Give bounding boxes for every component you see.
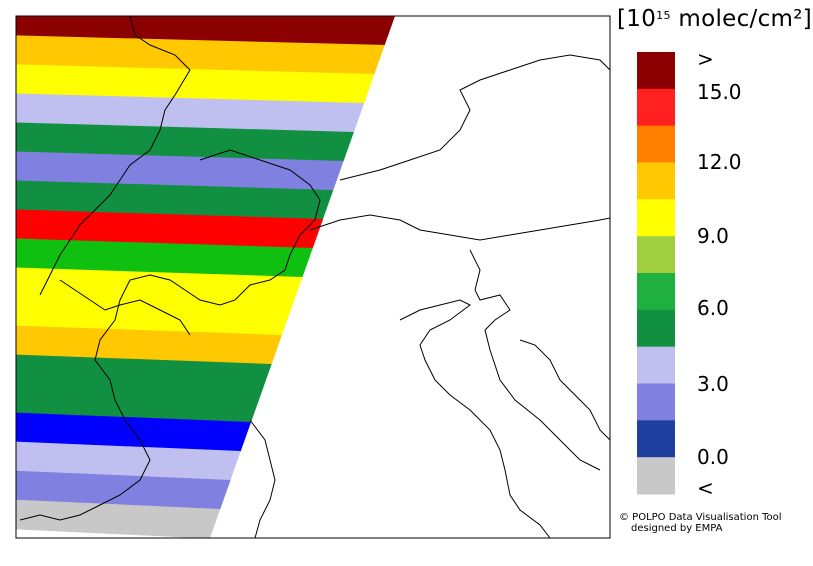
swath-stripe [16, 296, 293, 336]
tick-label: 12.0 [697, 150, 742, 174]
swath-stripe [16, 470, 231, 510]
colorbar [637, 52, 675, 495]
credit-line: © POLPO Data Visualisation Tool [619, 512, 782, 523]
swath-stripe [16, 441, 241, 481]
unit-label: [1015 molec/cm²] [617, 6, 812, 32]
colorbar-segment [637, 457, 675, 495]
colorbar-segment [637, 162, 675, 200]
coastline-borders [19, 16, 610, 538]
colorbar-segment [637, 420, 675, 458]
tick-label: 0.0 [697, 445, 729, 469]
tick-label: 15.0 [697, 80, 742, 104]
tick-label: < [697, 476, 714, 500]
credit-line: designed by EMPA [631, 523, 723, 534]
colorbar-segment [637, 52, 675, 90]
colorbar-segment [637, 273, 675, 311]
colorbar-segment [637, 383, 675, 421]
unit-suffix: molec/cm²] [670, 6, 813, 32]
unit-prefix: [10 [617, 6, 657, 32]
unit-exponent: 15 [656, 9, 671, 22]
colorbar-segment [637, 199, 675, 237]
swath-stripe [16, 93, 365, 133]
swath-stripe [16, 499, 221, 538]
colorbar-segment [637, 236, 675, 274]
swath-stripe [16, 64, 375, 104]
tick-label: 3.0 [697, 372, 729, 396]
map-frame [15, 15, 611, 539]
swath-stripe [16, 354, 272, 394]
swath-stripe [16, 209, 324, 249]
colorbar-segment [637, 125, 675, 163]
swath-stripe [16, 151, 344, 191]
colorbar-segment [637, 346, 675, 384]
swath-stripe [16, 35, 385, 75]
swath-stripe [16, 122, 354, 162]
swath-stripe [16, 325, 282, 365]
tick-label: > [697, 47, 714, 71]
colorbar-segment [637, 309, 675, 348]
tick-label: 9.0 [697, 224, 729, 248]
swath-stripe [16, 238, 313, 278]
swath-stripe [16, 267, 303, 307]
satellite-swath [16, 16, 395, 538]
tick-label: 6.0 [697, 296, 729, 320]
colorbar-segment [637, 88, 675, 127]
swath-stripe [16, 383, 262, 423]
